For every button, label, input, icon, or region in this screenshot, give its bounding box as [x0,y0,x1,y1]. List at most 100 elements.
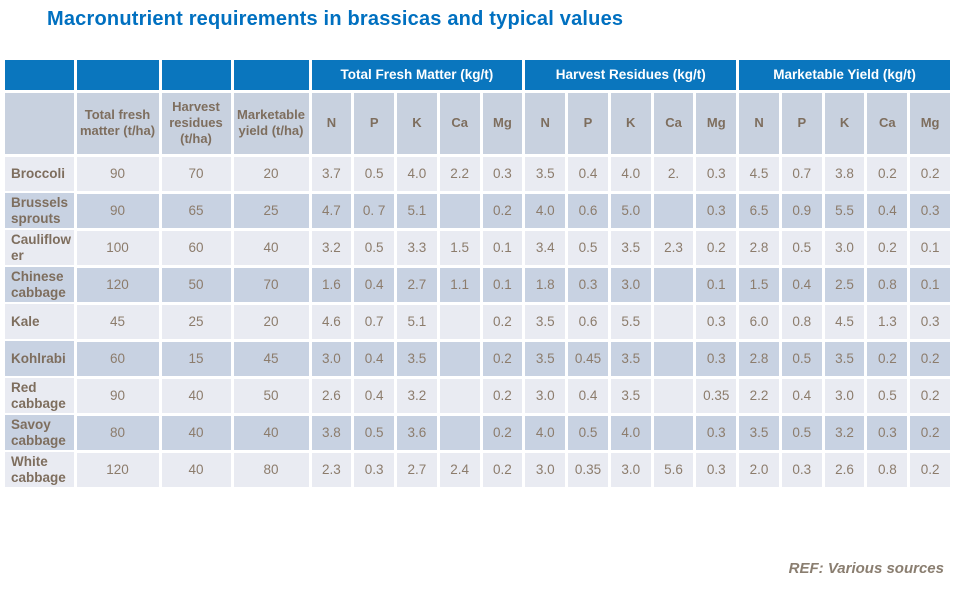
value-cell: 3.5 [737,414,782,453]
value-cell: 3.0 [609,451,654,490]
value-cell: 0.5 [352,229,398,268]
row-label: Broccoli [5,155,77,193]
value-cell: 3.5 [823,340,868,379]
row-label: Chinese cabbage [5,266,77,305]
value-cell: 0.6 [566,303,611,342]
value-cell: 2.8 [737,229,782,268]
value-cell: 15 [160,340,234,379]
value-cell: 0.3 [694,192,740,231]
value-cell [652,192,697,231]
value-cell: 0.5 [566,229,611,268]
value-cell: 0.3 [481,155,526,194]
column-header-cell: Marketable yield (t/ha) [232,91,312,157]
value-cell: 3.2 [310,229,355,268]
value-cell: 3.5 [523,155,569,194]
value-cell: 0.2 [481,340,526,379]
blank-header-cell [75,60,162,93]
value-cell [438,192,483,231]
value-cell: 2.7 [395,451,440,490]
value-cell: 0.45 [566,340,611,379]
value-cell: 0.2 [481,192,526,231]
value-cell: 0.1 [694,266,740,305]
value-cell: 4.0 [523,414,569,453]
row-label: Cauliflower [5,229,77,268]
column-header-cell: Ca [438,91,483,157]
value-cell: 3.6 [395,414,440,453]
group-header-cell: Total Fresh Matter (kg/t) [310,60,526,93]
value-cell: 3.5 [523,303,569,342]
group-header-cell: Marketable Yield (kg/t) [737,60,953,93]
column-header-cell: P [566,91,611,157]
blank-header-cell [232,60,312,93]
value-cell: 3.7 [310,155,355,194]
value-cell: 80 [232,451,312,490]
value-cell: 0.2 [481,303,526,342]
value-cell: 40 [232,414,312,453]
value-cell: 45 [75,303,162,342]
value-cell: 0.5 [780,229,825,268]
value-cell: 0.2 [908,340,953,379]
value-cell: 0.1 [481,229,526,268]
value-cell: 70 [160,155,234,194]
value-cell: 3.0 [523,451,569,490]
value-cell: 0.1 [481,266,526,305]
value-cell: 3.0 [823,377,868,416]
value-cell: 0.8 [780,303,825,342]
reference-note: REF: Various sources [788,560,944,577]
value-cell: 0.4 [780,377,825,416]
table-row: Broccoli 90 70 20 3.7 0.5 4.0 2.2 0.3 3.5 0.4 4.0 2.… [5,155,953,194]
value-cell: 2.3 [310,451,355,490]
value-cell: 0.3 [352,451,398,490]
table-row: Kohlrabi 60 15 45 3.0 0.4 3.5 0.2 3.5 0.45 3.5 0.3 2… [5,340,953,379]
value-cell: 2.3 [652,229,697,268]
value-cell: 0.35 [566,451,611,490]
value-cell: 0.6 [566,192,611,231]
value-cell: 0.9 [780,192,825,231]
table-row: Red cabbage 90 40 50 2.6 0.4 3.2 0.2 3.0 0.4 3.5 0.… [5,377,953,416]
value-cell: 4.0 [395,155,440,194]
value-cell [652,266,697,305]
value-cell: 0.3 [694,340,740,379]
value-cell: 2.8 [737,340,782,379]
value-cell: 3.5 [609,377,654,416]
value-cell: 5.1 [395,303,440,342]
value-cell [438,377,483,416]
value-cell: 4.5 [737,155,782,194]
column-header-cell: N [737,91,782,157]
value-cell: 3.0 [310,340,355,379]
value-cell: 4.0 [523,192,569,231]
value-cell: 25 [160,303,234,342]
value-cell: 2.5 [823,266,868,305]
value-cell: 0.3 [694,414,740,453]
value-cell: 40 [160,414,234,453]
value-cell: 1.3 [865,303,911,342]
value-cell: 0.3 [908,192,953,231]
value-cell: 1.8 [523,266,569,305]
column-header-cell: Ca [652,91,697,157]
value-cell: 0.4 [566,377,611,416]
value-cell: 0.3 [908,303,953,342]
value-cell: 2.2 [737,377,782,416]
value-cell: 0.4 [566,155,611,194]
value-cell: 3.4 [523,229,569,268]
value-cell: 2.4 [438,451,483,490]
value-cell: 0.2 [481,451,526,490]
value-cell: 0.2 [908,414,953,453]
value-cell: 2. [652,155,697,194]
value-cell: 0.3 [780,451,825,490]
corner-cell [5,91,77,157]
value-cell: 1.1 [438,266,483,305]
value-cell: 0.4 [865,192,911,231]
value-cell: 90 [75,377,162,416]
value-cell: 60 [75,340,162,379]
value-cell: 0.8 [865,266,911,305]
value-cell [652,303,697,342]
value-cell: 5.5 [609,303,654,342]
column-header-cell: Ca [865,91,911,157]
value-cell [438,340,483,379]
row-label: Red cabbage [5,377,77,416]
table-header: Total Fresh Matter (kg/t) Harvest Residue… [5,60,953,157]
column-header-cell: P [352,91,398,157]
value-cell: 0.5 [780,340,825,379]
value-cell: 0.1 [908,266,953,305]
